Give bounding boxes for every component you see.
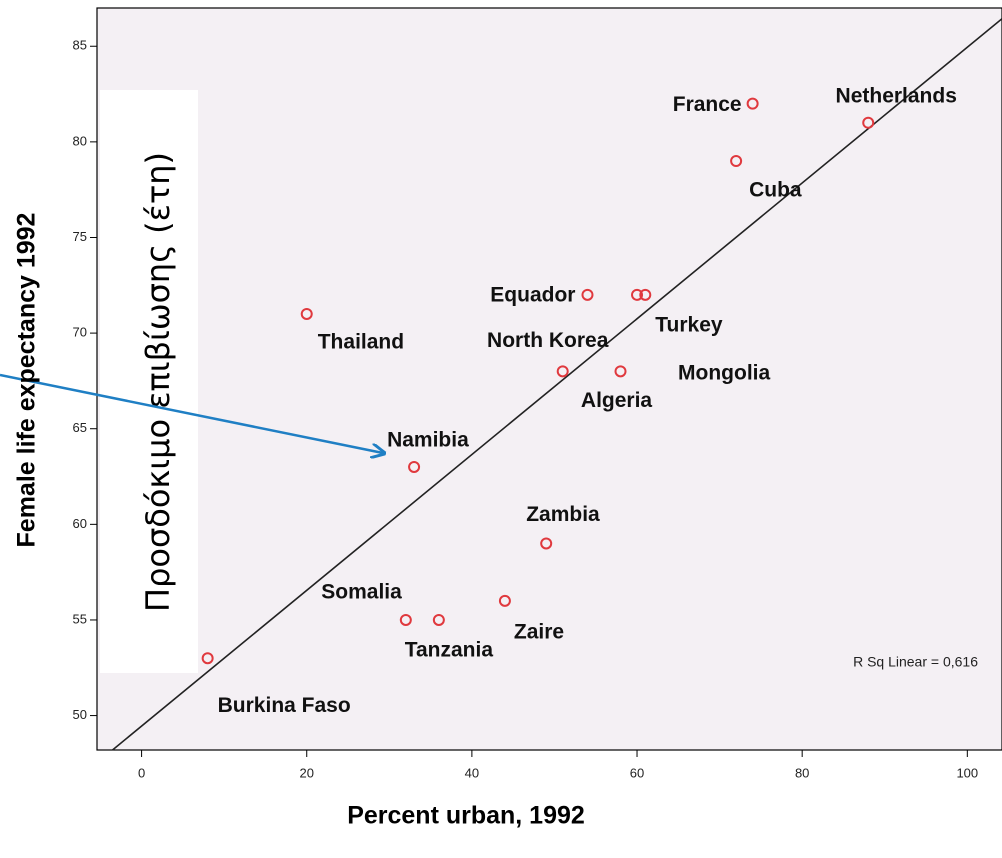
point bbox=[300, 307, 313, 320]
point bbox=[408, 460, 421, 473]
y-tick-label: 50 bbox=[73, 707, 87, 722]
point-label: Zambia bbox=[526, 503, 600, 526]
x-tick-label: 100 bbox=[956, 765, 978, 780]
y-tick-label: 55 bbox=[73, 611, 87, 626]
point bbox=[540, 537, 553, 550]
point-label: Somalia bbox=[321, 581, 402, 604]
point-label: Netherlands bbox=[836, 84, 957, 107]
x-tick-label: 40 bbox=[465, 765, 479, 780]
x-tick-label: 0 bbox=[138, 765, 145, 780]
point bbox=[631, 288, 644, 301]
point-label: Algeria bbox=[581, 389, 653, 412]
point bbox=[581, 288, 594, 301]
point-label: Tanzania bbox=[405, 639, 494, 662]
point bbox=[862, 116, 875, 129]
point bbox=[730, 154, 743, 167]
point bbox=[399, 613, 412, 626]
x-tick-label: 20 bbox=[300, 765, 314, 780]
y-axis-title: Female life expectancy 1992 bbox=[13, 213, 41, 548]
y-tick-label: 80 bbox=[73, 133, 87, 148]
point bbox=[614, 365, 627, 378]
point-label: Mongolia bbox=[678, 361, 770, 384]
overlay-box bbox=[100, 90, 198, 673]
point bbox=[432, 613, 445, 626]
point-label: Burkina Faso bbox=[218, 694, 351, 717]
arrow bbox=[0, 373, 383, 453]
y-tick-label: 75 bbox=[73, 229, 87, 244]
point-label: Thailand bbox=[318, 331, 404, 354]
plot-area bbox=[96, 7, 1002, 751]
point-label: North Korea bbox=[487, 329, 609, 352]
point bbox=[201, 652, 214, 665]
y-tick-label: 70 bbox=[73, 325, 87, 340]
x-axis-title: Percent urban, 1992 bbox=[347, 802, 585, 830]
annotation: R Sq Linear = 0,616 bbox=[853, 654, 978, 670]
point-label: Equador bbox=[490, 283, 575, 306]
fit-line bbox=[112, 18, 1002, 751]
y-tick-label: 85 bbox=[73, 38, 87, 53]
point-label: Turkey bbox=[655, 313, 723, 336]
overlay-label: Προσδόκιμο επιβίωσης (έτη) bbox=[139, 152, 177, 612]
x-tick-label: 80 bbox=[795, 765, 809, 780]
x-tick-label: 60 bbox=[630, 765, 644, 780]
point bbox=[639, 288, 652, 301]
y-tick-label: 65 bbox=[73, 420, 87, 435]
point bbox=[498, 594, 511, 607]
point-label: France bbox=[673, 93, 742, 116]
point-label: Zaire bbox=[514, 620, 564, 643]
point-label: Cuba bbox=[749, 179, 802, 202]
point-label: Namibia bbox=[387, 429, 469, 452]
point bbox=[746, 97, 759, 110]
point bbox=[556, 365, 569, 378]
y-tick-label: 60 bbox=[73, 516, 87, 531]
